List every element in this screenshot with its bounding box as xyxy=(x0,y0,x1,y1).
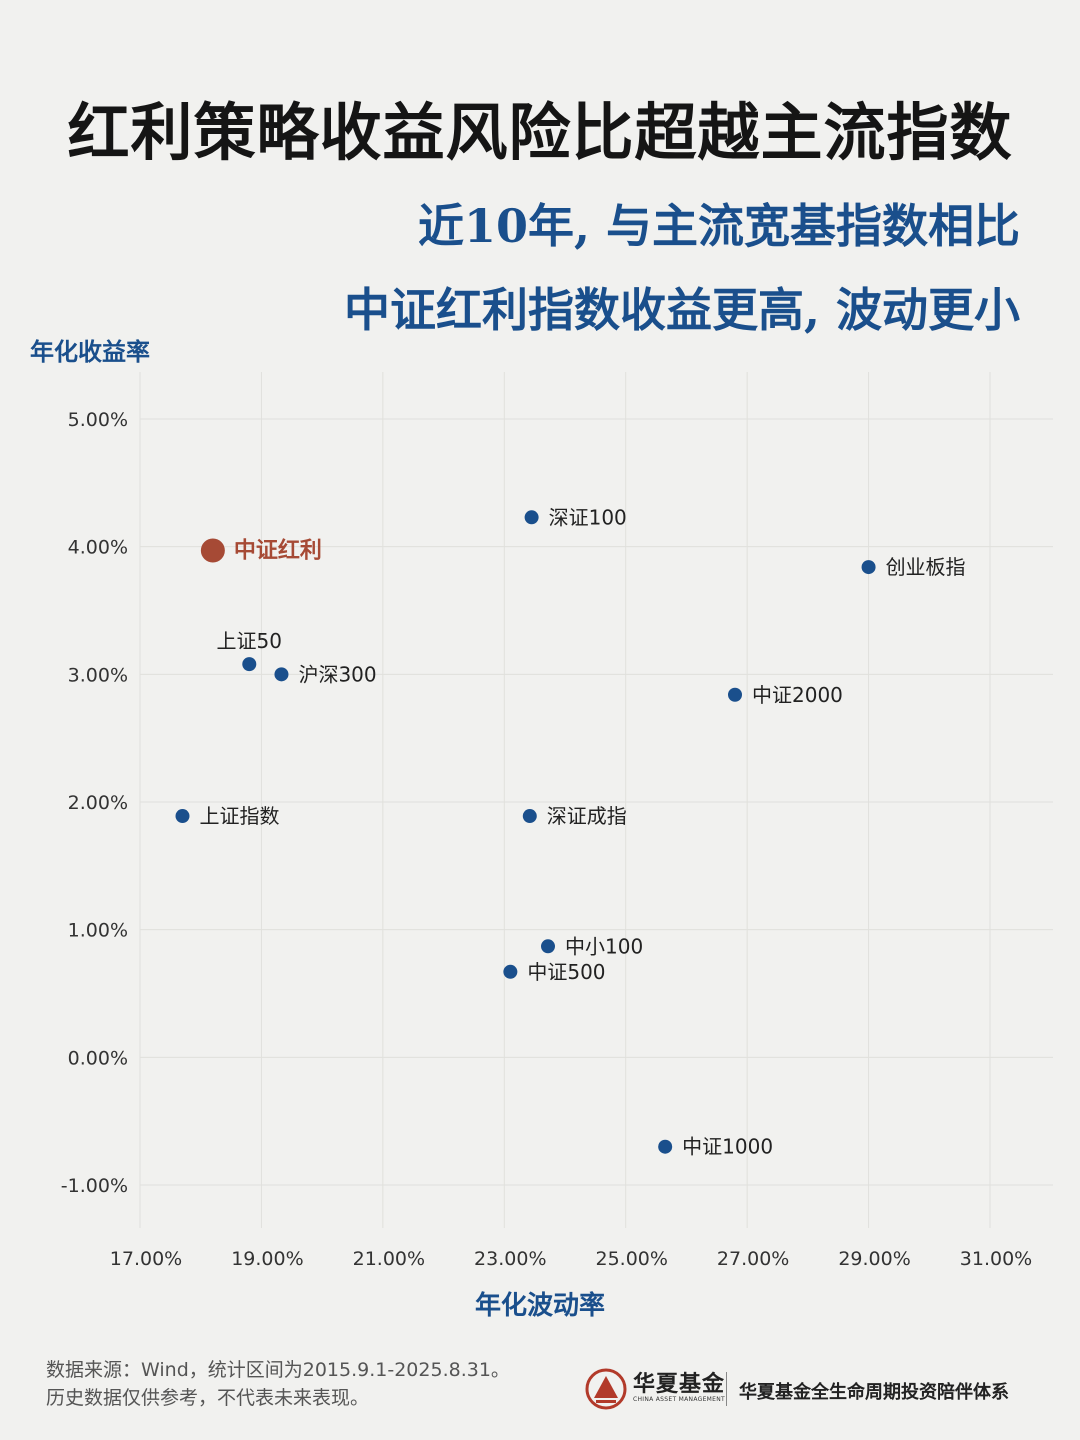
brand-name: 华夏基金 xyxy=(633,1371,726,1397)
data-point xyxy=(274,667,289,682)
data-point xyxy=(541,939,555,954)
data-point xyxy=(728,687,742,702)
data-point xyxy=(175,809,190,824)
china-amc-logo-icon xyxy=(585,1368,627,1410)
data-point xyxy=(861,560,876,575)
data-point xyxy=(503,964,518,979)
data-point xyxy=(200,538,225,563)
x-tick-label: 23.00% xyxy=(474,1248,546,1270)
data-point xyxy=(242,657,257,672)
x-axis-label: 年化波动率 xyxy=(474,1291,605,1321)
data-source-note: 数据来源：Wind，统计区间为2015.9.1-2025.8.31。 历史数据仅… xyxy=(46,1356,510,1412)
brand-name-en: CHINA ASSET MANAGEMENT xyxy=(633,1396,725,1403)
y-tick-label: 2.00% xyxy=(68,792,128,814)
data-point-label: 上证指数 xyxy=(200,804,280,828)
source-line-1: 数据来源：Wind，统计区间为2015.9.1-2025.8.31。 xyxy=(46,1359,510,1381)
x-tick-label: 19.00% xyxy=(231,1248,303,1270)
y-tick-label: 1.00% xyxy=(68,920,128,942)
y-tick-label: 0.00% xyxy=(68,1047,128,1069)
subtitle-line-2: 中证红利指数收益更高, 波动更小 xyxy=(343,283,1020,337)
subtitle-line-1: 近10年, 与主流宽基指数相比 xyxy=(417,199,1020,253)
data-point-label: 深证100 xyxy=(549,505,627,529)
scatter-chart: 5.00% 4.00% 3.00% 2.00% 1.00% 0.00% -1.00% 17.0… xyxy=(61,372,1053,1270)
page-title: 红利策略收益风险比超越主流指数 xyxy=(67,96,1013,169)
x-tick-label: 27.00% xyxy=(717,1248,789,1270)
brand-slogan: 华夏基金全生命周期投资陪伴体系 xyxy=(739,1382,1009,1403)
y-axis-label: 年化收益率 xyxy=(30,338,150,366)
source-line-2: 历史数据仅供参考，不代表未来表现。 xyxy=(46,1387,370,1409)
y-tick-label: 4.00% xyxy=(68,537,128,559)
data-point-label: 上证50 xyxy=(217,629,282,653)
y-tick-label: 3.00% xyxy=(68,664,128,686)
data-point-label: 中证500 xyxy=(527,960,605,984)
data-point-label: 中证红利 xyxy=(234,537,322,563)
data-point-label: 沪深300 xyxy=(298,662,376,686)
data-point-label: 深证成指 xyxy=(547,804,627,828)
data-point-label: 中证2000 xyxy=(752,683,843,707)
data-point xyxy=(524,510,539,525)
x-tick-label: 29.00% xyxy=(838,1248,910,1270)
x-tick-label: 17.00% xyxy=(110,1248,182,1270)
y-tick-label: 5.00% xyxy=(68,409,128,431)
data-point-label: 中小100 xyxy=(565,934,643,958)
x-tick-label: 25.00% xyxy=(595,1248,667,1270)
data-point xyxy=(522,809,537,824)
brand-block: 华夏基金 CHINA ASSET MANAGEMENT 华夏基金全生命周期投资陪… xyxy=(585,1366,1055,1416)
data-point-label: 创业板指 xyxy=(886,555,966,579)
data-point xyxy=(658,1139,673,1154)
data-point-label: 中证1000 xyxy=(682,1135,773,1159)
y-tick-label: -1.00% xyxy=(61,1175,128,1197)
brand-divider xyxy=(726,1372,727,1406)
x-tick-label: 21.00% xyxy=(353,1248,425,1270)
x-tick-label: 31.00% xyxy=(960,1248,1032,1270)
